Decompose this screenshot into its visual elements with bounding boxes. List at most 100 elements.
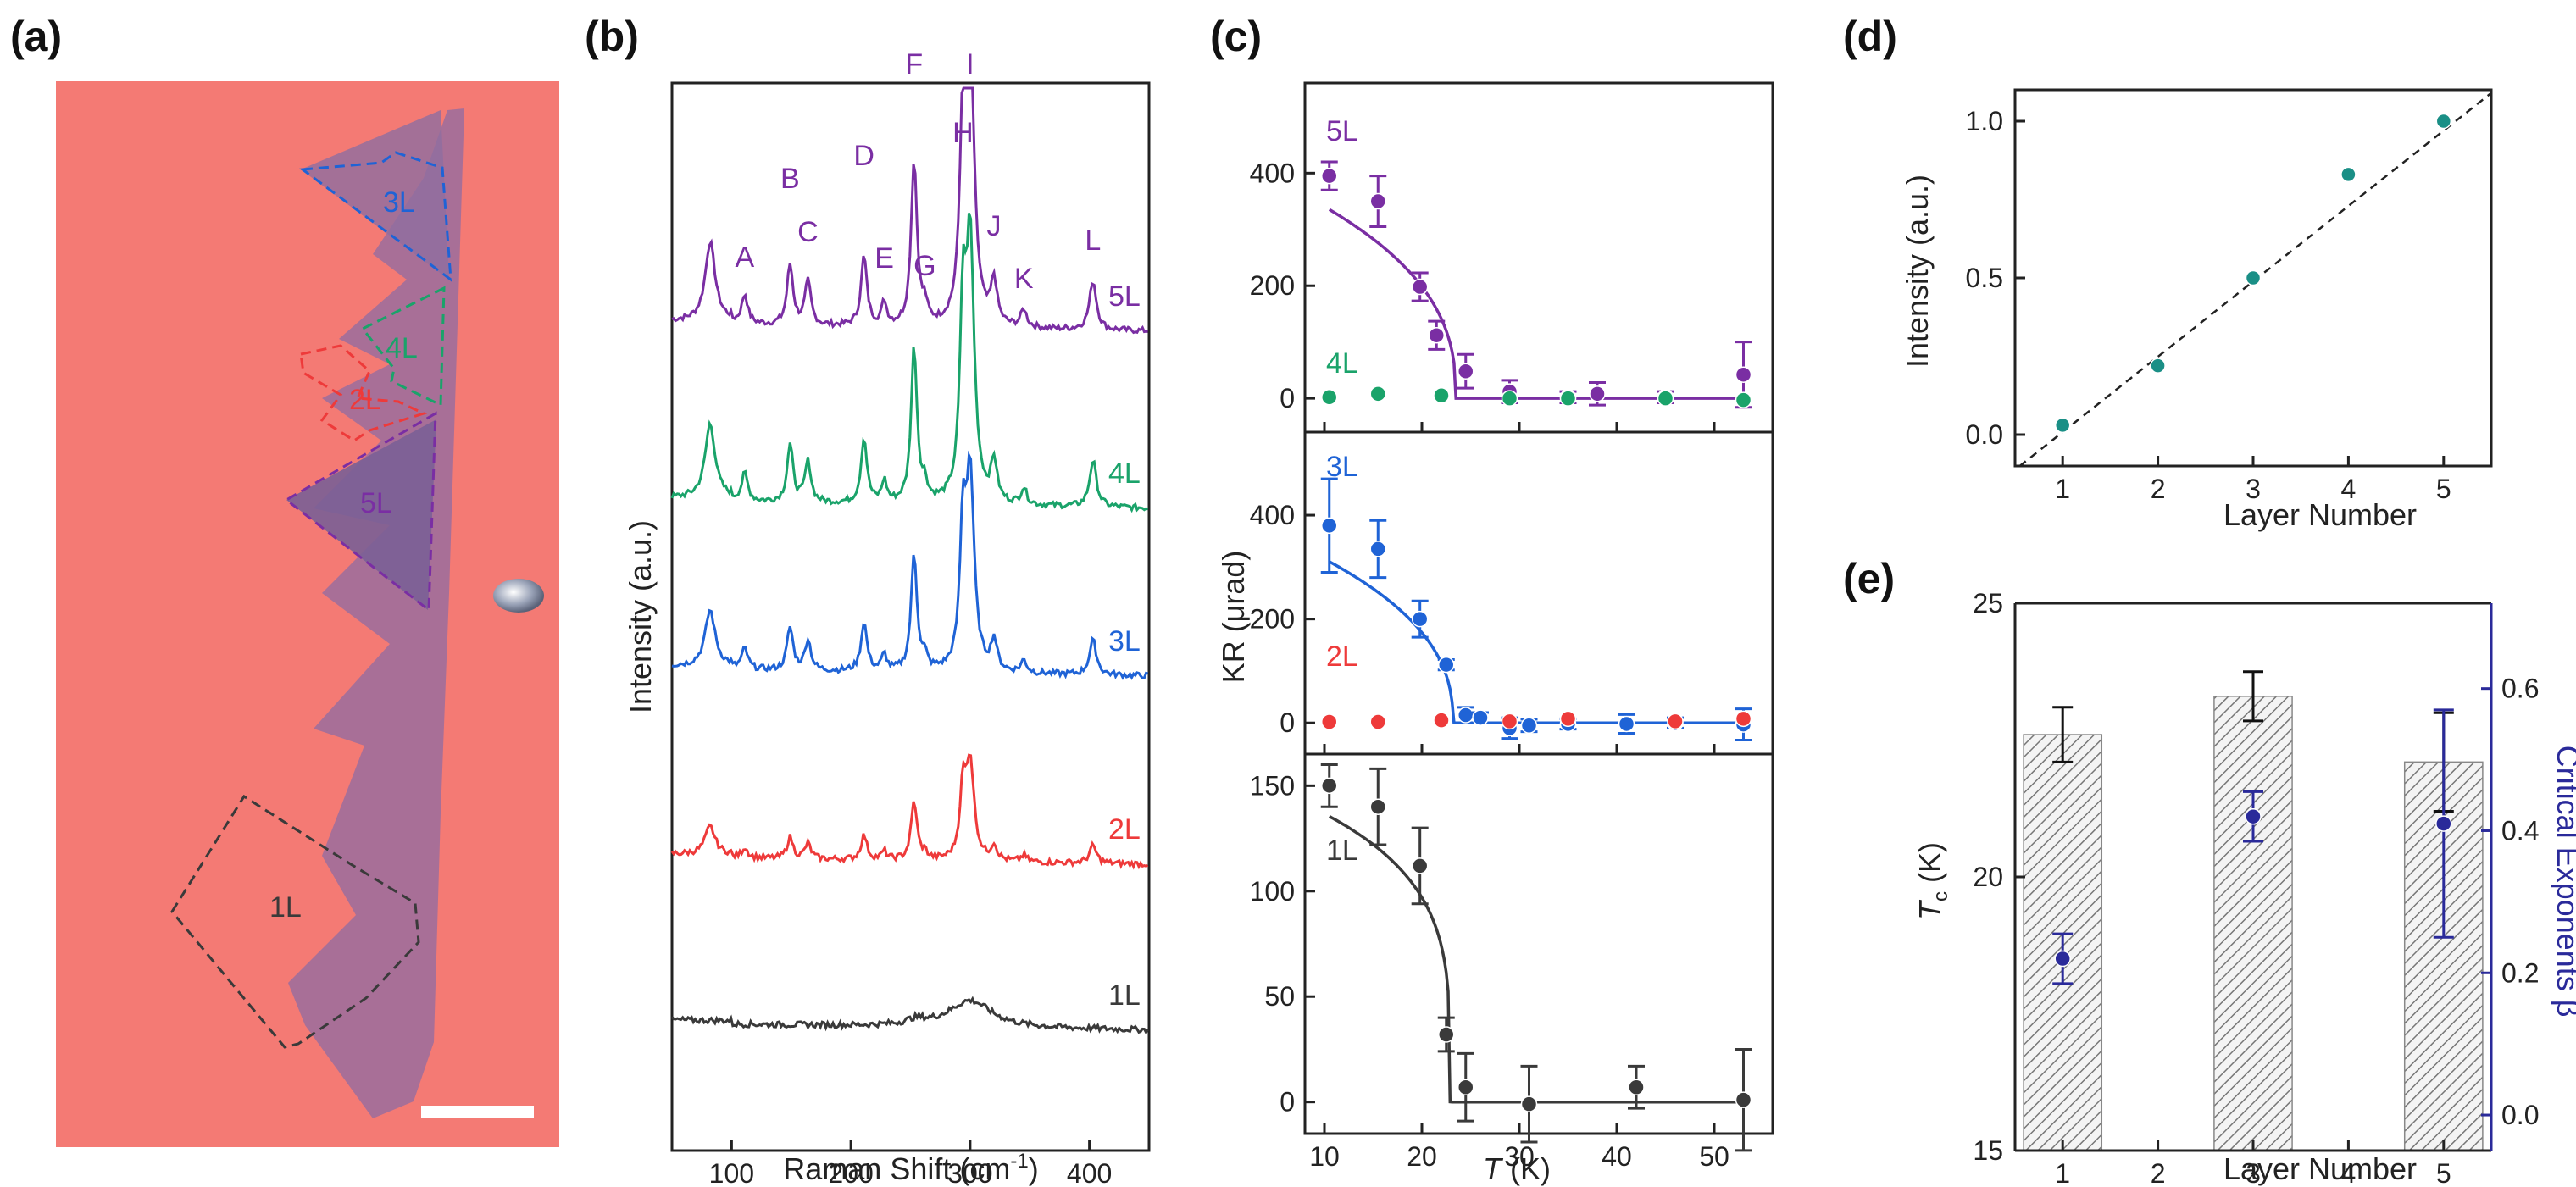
kr-point-3L <box>1438 656 1455 674</box>
raman-series-label-1L: 1L <box>1108 979 1141 1012</box>
raman-peak-G: G <box>913 250 935 282</box>
kr-point-2L <box>1369 713 1386 730</box>
kr-point-4L <box>1369 385 1386 402</box>
d-y-tick-label: 1.0 <box>1966 106 2003 136</box>
region-3l-outline <box>298 151 452 283</box>
kr-fit-1L <box>1328 814 1743 1104</box>
flake-3l-core <box>301 110 449 280</box>
d-x-tick-label: 2 <box>2151 474 2166 504</box>
raman-plot-frame <box>670 81 1151 1152</box>
kr-subplot-frame <box>1303 81 1774 434</box>
kr-x-tick-label: 10 <box>1309 1141 1340 1172</box>
raman-spectrum-2L <box>670 753 1149 870</box>
flake <box>288 108 464 1118</box>
d-x-tick-label: 3 <box>2246 474 2261 504</box>
raman-peak-E: E <box>874 242 894 275</box>
region-1l-outline <box>170 794 420 1049</box>
region-2l-label: 2L <box>349 384 381 416</box>
kr-series-label-5L: 5L <box>1326 115 1358 147</box>
kr-subplot-frame <box>1303 752 1774 1135</box>
raman-peak-D: D <box>853 140 874 172</box>
kr-point-4L <box>1501 390 1518 407</box>
kr-point-4L <box>1657 390 1674 407</box>
raman-y-axis-title: Intensity (a.u.) <box>623 520 658 713</box>
e-beta-point <box>2054 950 2071 968</box>
panel-c: (c) 0 200 400 5L 4L 0 200 400 3L 2L 0 50 100 150 10 20 3… <box>1210 13 1774 1186</box>
raman-series-label-5L: 5L <box>1108 280 1141 313</box>
kr-y-tick-label: 200 <box>1250 270 1295 301</box>
e-y2-tick-label: 0.4 <box>2501 815 2539 846</box>
e-x-axis-title: Layer Number <box>2223 1151 2417 1186</box>
raman-peak-J: J <box>987 210 1002 242</box>
raman-peak-F: F <box>905 48 923 80</box>
raman-series-label-2L: 2L <box>1108 813 1141 846</box>
kr-series-label-3L: 3L <box>1326 451 1358 483</box>
raman-peak-A: A <box>736 241 755 274</box>
e-y2-axis-title: Critical Exponents β <box>2551 746 2576 1018</box>
kr-point-4L <box>1321 389 1338 406</box>
d-y-tick-label: 0.0 <box>1966 419 2003 450</box>
d-point <box>2435 113 2452 130</box>
kr-y-tick-label: 0 <box>1280 707 1295 738</box>
d-y-axis-title: Intensity (a.u.) <box>1900 175 1935 368</box>
region-4l-label: 4L <box>386 332 418 364</box>
kr-point-1L <box>1321 777 1338 795</box>
raman-spectrum-1L <box>670 996 1149 1035</box>
e-y2-tick-label: 0.2 <box>2501 957 2539 988</box>
kr-y-tick-label: 400 <box>1250 500 1295 530</box>
kr-point-5L <box>1457 363 1474 380</box>
raman-series-label-4L: 4L <box>1108 458 1141 490</box>
region-1l-label: 1L <box>269 891 302 924</box>
kr-subplot-3: 0 50 100 150 10 20 30 40 50 1L <box>1250 752 1774 1172</box>
e-tc-bar <box>2213 696 2293 1151</box>
kr-point-2L <box>1433 712 1450 729</box>
kr-point-4L <box>1735 391 1752 408</box>
kr-point-3L <box>1411 610 1429 628</box>
panel-d-label: (d) <box>1843 13 1897 60</box>
kr-x-tick-label: 40 <box>1602 1141 1632 1172</box>
d-x-tick-label: 5 <box>2436 474 2451 504</box>
kr-subplot-frame <box>1303 430 1774 756</box>
kr-point-5L <box>1735 366 1752 383</box>
kr-point-5L <box>1589 385 1606 402</box>
kr-point-1L <box>1369 798 1386 815</box>
kr-point-1L <box>1457 1079 1474 1095</box>
kr-fit-3L <box>1328 560 1743 724</box>
raman-x-axis-title: Raman Shift (cm-1) <box>783 1150 1038 1186</box>
e-y2-tick-label: 0.0 <box>2501 1100 2539 1130</box>
kr-point-4L <box>1559 390 1577 407</box>
kr-y-tick-label: 0 <box>1280 383 1295 413</box>
e-x-tick-label: 4 <box>2341 1158 2357 1187</box>
raman-x-tick-label: 300 <box>947 1158 992 1187</box>
e-y-tick-label: 25 <box>1973 588 2003 618</box>
dust-particle <box>493 579 544 613</box>
e-y-axis-title: Tc (K) <box>1913 842 1952 920</box>
e-beta-point <box>2245 807 2262 825</box>
kr-point-3L <box>1472 709 1489 726</box>
e-y-tick-label: 20 <box>1973 862 2003 892</box>
kr-point-3L <box>1321 517 1338 535</box>
kr-series-label-1L: 1L <box>1326 835 1358 867</box>
kr-point-3L <box>1369 541 1386 557</box>
panel-e-label: (e) <box>1843 555 1895 602</box>
d-point <box>2340 166 2357 183</box>
kr-y-tick-label: 200 <box>1250 604 1295 635</box>
panel-a: (a) 3L 4L 2L 5L 1L <box>10 13 559 1147</box>
kr-x-tick-label: 30 <box>1504 1141 1535 1172</box>
d-x-tick-label: 1 <box>2055 474 2070 504</box>
d-x-axis-title: Layer Number <box>2223 497 2417 532</box>
raman-spectra: 5L 4L 3L 2L 1L <box>670 86 1149 1035</box>
kr-point-1L <box>1411 857 1429 874</box>
e-x-tick-label: 5 <box>2436 1158 2451 1187</box>
kr-fit-5L <box>1328 208 1743 400</box>
raman-peak-I: I <box>966 48 974 80</box>
kr-subplot-2: 0 200 400 3L 2L <box>1250 430 1774 756</box>
kr-point-2L <box>1501 713 1518 730</box>
kr-point-1L <box>1520 1095 1538 1112</box>
scale-bar <box>421 1106 534 1118</box>
raman-spectrum-5L <box>671 86 1148 335</box>
raman-peak-labels: A BC D E F G H I JK L <box>736 48 1102 295</box>
panel-b: (b) 100 200 300 400 5L 4L 3L 2L 1L A BC D E F G H I JK L… <box>585 13 1151 1187</box>
raman-peak-H: H <box>952 117 974 149</box>
kr-point-4L <box>1433 387 1450 404</box>
